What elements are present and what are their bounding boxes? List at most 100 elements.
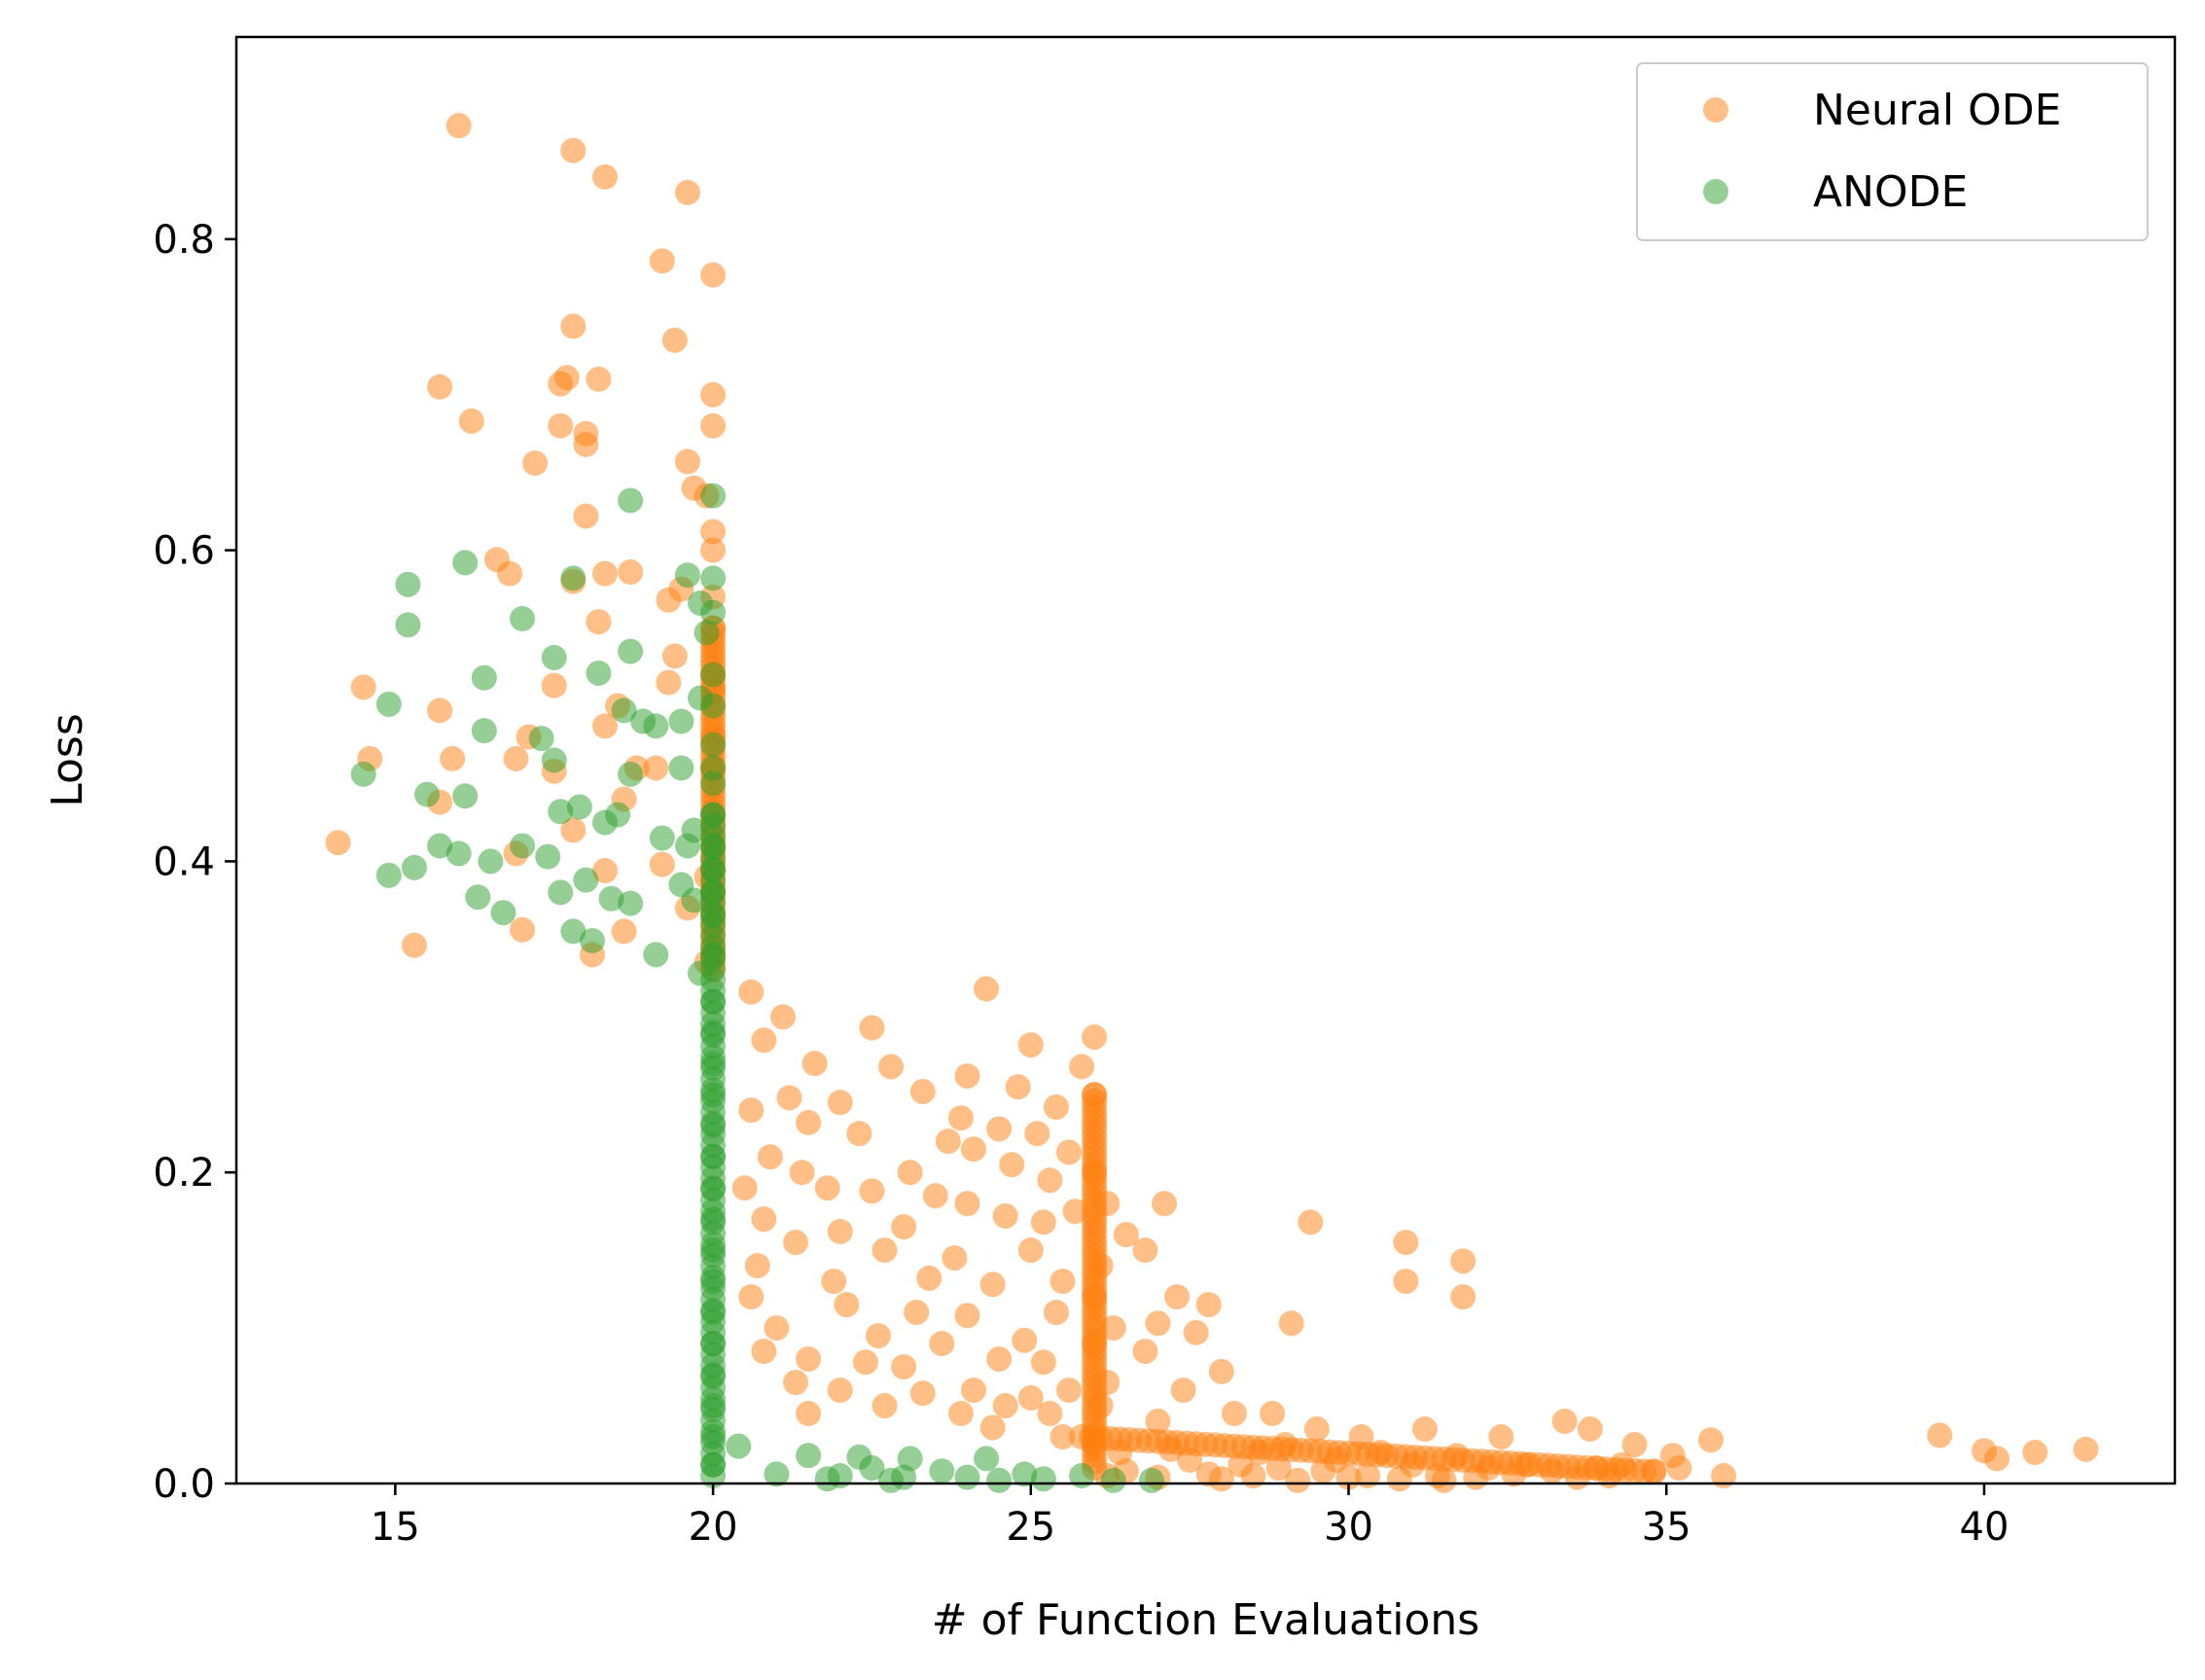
anode-point [445, 840, 472, 867]
anode-point [375, 691, 402, 717]
neural-ode-point [999, 1152, 1025, 1178]
neural-ode-point [897, 1160, 923, 1186]
anode-point [668, 755, 694, 781]
anode-point [974, 1446, 1000, 1472]
neural-ode-point [553, 365, 580, 391]
neural-ode-point [757, 1144, 783, 1170]
neural-ode-point [1152, 1191, 1178, 1217]
neural-ode-point [731, 1175, 758, 1201]
anode-point [535, 843, 561, 870]
neural-ode-point [1094, 1191, 1120, 1217]
anode-point [465, 884, 491, 911]
neural-ode-point [586, 366, 612, 392]
neural-ode-point [859, 1015, 885, 1041]
neural-ode-point [796, 1110, 822, 1136]
neural-ode-point [871, 1393, 898, 1419]
neural-ode-point [700, 518, 727, 545]
neural-ode-point [1094, 1370, 1120, 1396]
neural-ode-point [496, 560, 522, 587]
neural-ode-point [947, 1401, 974, 1427]
neural-ode-point [325, 830, 351, 856]
anode-point [471, 718, 497, 744]
neural-ode-point [827, 1090, 853, 1116]
neural-ode-point [922, 1183, 948, 1209]
anode-point [598, 885, 624, 911]
neural-ode-point [1501, 1461, 1527, 1487]
neural-ode-point [1927, 1422, 1953, 1448]
neural-ode-point [986, 1346, 1013, 1373]
anode-point [796, 1443, 822, 1469]
neural-ode-point [1082, 1024, 1108, 1051]
neural-ode-point [1030, 1349, 1056, 1376]
neural-ode-point [954, 1191, 980, 1217]
neural-ode-point [1082, 1082, 1108, 1108]
neural-ode-point [1164, 1284, 1191, 1310]
neural-ode-point [986, 1116, 1013, 1142]
anode-point [573, 867, 599, 893]
anode-point [700, 661, 727, 688]
anode-point [1138, 1467, 1164, 1493]
neural-ode-point [661, 643, 688, 669]
anode-point [478, 848, 504, 875]
neural-ode-point [1272, 1432, 1298, 1458]
neural-ode-point [700, 381, 727, 408]
legend-marker-neural-ode [1703, 97, 1728, 123]
neural-ode-point [401, 932, 427, 958]
neural-ode-point [1393, 1269, 1419, 1295]
neural-ode-point [827, 1377, 853, 1404]
neural-ode-point [744, 1253, 770, 1279]
neural-ode-point [796, 1346, 822, 1373]
neural-ode-point [783, 1230, 809, 1256]
neural-ode-point [992, 1393, 1018, 1419]
neural-ode-point [1641, 1458, 1667, 1484]
anode-point [350, 761, 376, 787]
neural-ode-point [992, 1202, 1018, 1229]
x-tick-label: 15 [371, 1505, 420, 1550]
neural-ode-point [1463, 1464, 1489, 1490]
anode-point [401, 854, 427, 880]
neural-ode-point [1564, 1464, 1590, 1490]
neural-ode-point [1310, 1458, 1336, 1484]
neural-ode-point [1208, 1466, 1234, 1492]
neural-ode-point [954, 1303, 980, 1329]
neural-ode-point [1017, 1237, 1044, 1264]
neural-ode-point [591, 713, 618, 739]
neural-ode-point [2022, 1440, 2048, 1466]
neural-ode-point [974, 976, 1000, 1002]
neural-ode-point [1348, 1424, 1374, 1450]
anode-point [528, 726, 554, 752]
neural-ode-point [960, 1377, 986, 1404]
neural-ode-point [427, 374, 453, 400]
anode-point [510, 833, 536, 859]
neural-ode-point [541, 672, 567, 698]
neural-ode-point [1177, 1448, 1203, 1474]
anode-point [427, 833, 453, 859]
neural-ode-point [1113, 1222, 1139, 1248]
neural-ode-point [573, 503, 599, 529]
neural-ode-point [769, 1004, 796, 1030]
neural-ode-point [1711, 1463, 1737, 1489]
neural-ode-point [764, 1315, 790, 1341]
neural-ode-point [979, 1414, 1006, 1441]
anode-point [548, 879, 574, 906]
neural-ode-point [891, 1354, 917, 1380]
anode-point [452, 550, 479, 576]
neural-ode-point [560, 137, 587, 163]
neural-ode-point [1240, 1463, 1266, 1489]
neural-ode-point [1024, 1121, 1050, 1147]
anode-point [700, 693, 727, 719]
legend-marker-anode [1703, 179, 1728, 204]
neural-ode-point [1303, 1416, 1330, 1443]
neural-ode-point [751, 1206, 777, 1233]
neural-ode-point [1082, 1284, 1108, 1310]
neural-ode-point [1145, 1409, 1171, 1435]
anode-point [700, 599, 727, 626]
neural-ode-point [1087, 1253, 1114, 1279]
anode-point [1012, 1461, 1038, 1487]
anode-point [674, 562, 700, 589]
neural-ode-point [859, 1178, 885, 1204]
neural-ode-point [1265, 1455, 1292, 1482]
neural-ode-point [548, 412, 574, 439]
neural-ode-point [1030, 1209, 1056, 1235]
